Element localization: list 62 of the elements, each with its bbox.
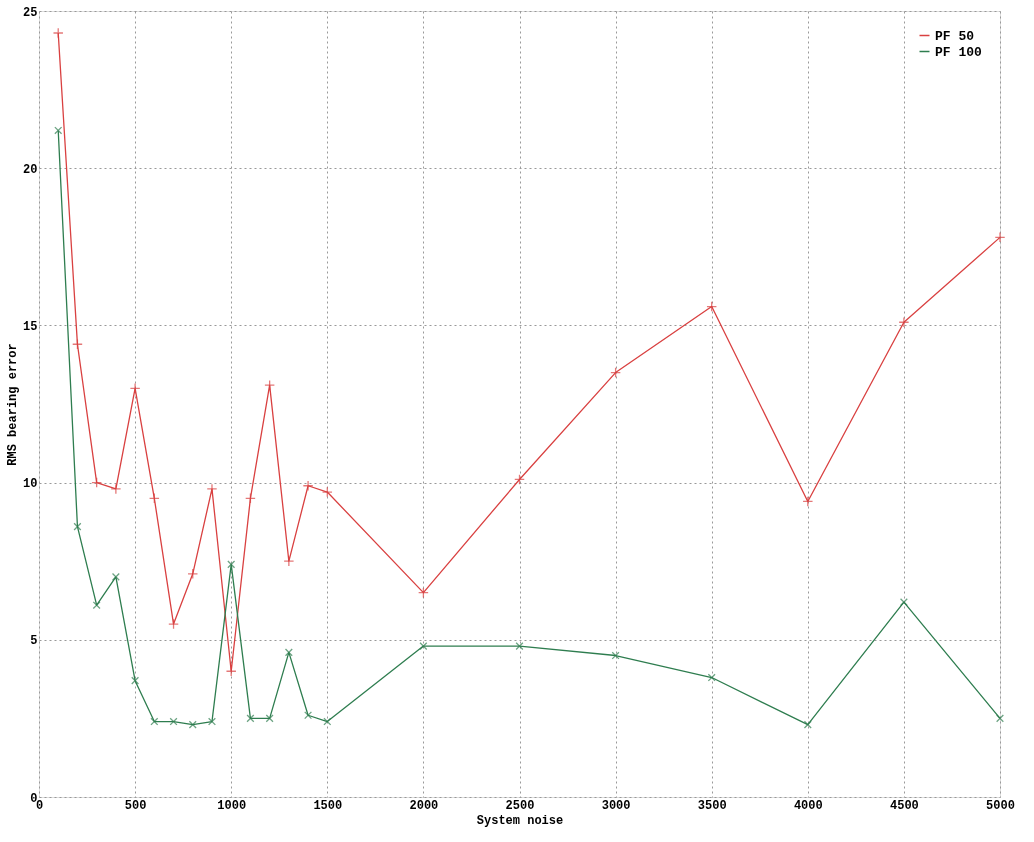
x-tick-label: 1000	[217, 798, 247, 813]
point	[54, 126, 63, 135]
point	[73, 522, 82, 531]
x-tick-label: 2500	[505, 798, 535, 813]
legend-label: PF 50	[935, 28, 975, 44]
point	[264, 379, 276, 391]
x-tick-label: 1500	[313, 798, 343, 813]
point	[321, 486, 333, 498]
point	[131, 676, 140, 685]
point	[706, 301, 718, 312]
y-tick-label: 20	[23, 162, 38, 177]
point	[994, 231, 1006, 243]
point	[611, 651, 620, 660]
point	[419, 642, 428, 651]
point	[610, 367, 621, 378]
point	[148, 492, 160, 504]
point	[206, 483, 218, 495]
point	[187, 568, 199, 580]
y-tick-label: 15	[23, 319, 38, 334]
point	[803, 720, 812, 729]
point	[72, 338, 83, 350]
point	[150, 717, 159, 726]
point	[302, 480, 314, 492]
point	[129, 382, 141, 394]
point	[227, 560, 236, 569]
y-tick-label: 10	[23, 477, 38, 492]
x-tick-label: 4500	[889, 798, 919, 813]
legend-label: PF 100	[935, 44, 983, 60]
point	[169, 717, 178, 726]
point	[207, 717, 216, 726]
point	[111, 572, 120, 581]
point	[168, 618, 179, 630]
y-tick-label: 25	[23, 5, 38, 20]
point	[418, 587, 429, 599]
point	[514, 474, 525, 485]
point	[92, 601, 101, 610]
point	[265, 714, 274, 723]
point	[284, 648, 293, 657]
point	[304, 711, 313, 720]
point	[188, 720, 197, 729]
point	[802, 496, 814, 507]
point	[246, 714, 255, 723]
point	[515, 642, 524, 651]
y-tick-label: 5	[30, 634, 38, 649]
x-tick-label: 2000	[409, 798, 439, 813]
y-axis-title: RMS bearing error	[6, 343, 21, 466]
x-tick-label: 3000	[601, 798, 631, 813]
point	[899, 598, 908, 607]
point	[323, 717, 332, 726]
x-tick-label: 5000	[986, 798, 1015, 813]
x-tick-label: 3500	[697, 798, 727, 813]
point	[52, 27, 64, 39]
point	[91, 477, 103, 488]
point	[110, 483, 122, 495]
x-tick-label: 4000	[793, 798, 823, 813]
point	[996, 714, 1004, 723]
x-tick-label: 500	[124, 798, 147, 813]
x-axis-title: System noise	[476, 813, 564, 828]
point	[245, 492, 256, 504]
point	[707, 673, 716, 682]
point	[898, 316, 910, 328]
point	[283, 555, 295, 567]
